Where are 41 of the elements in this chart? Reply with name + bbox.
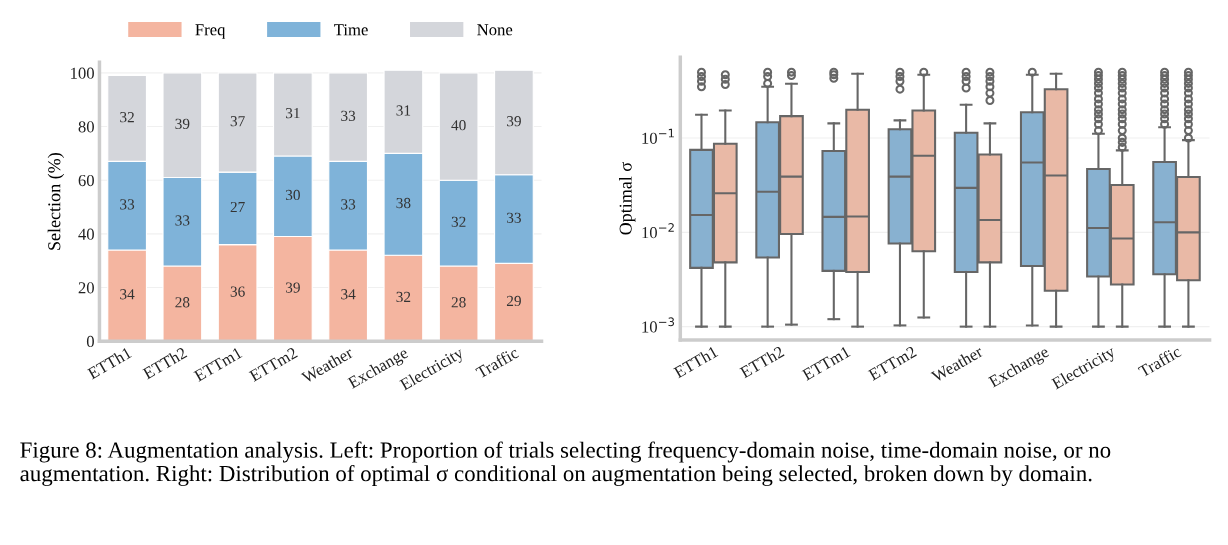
data-label: 27: [230, 201, 245, 213]
data-label: 39: [285, 282, 300, 293]
data-label: 38: [396, 197, 411, 209]
data-label: 32: [120, 112, 134, 123]
data-label: 32: [396, 291, 411, 303]
data-label: 32: [451, 216, 466, 227]
data-label: 33: [175, 215, 190, 226]
caption: Figure 8: Augmentation analysis. Left: Proportion of trials selecting frequency-domain noise, time-domain noise, or no augmentation. Right: Distribution of optimal σ conditional on augmentation being selected, broken down by domain.: [20, 441, 1111, 487]
y-axis-title: Optimal σ: [619, 162, 636, 235]
legend-label: None: [477, 24, 513, 36]
data-label: 34: [120, 289, 135, 300]
data-label: 29: [506, 295, 521, 307]
y-tick-label: 0: [86, 335, 94, 348]
y-tick-label: 10$^{−2}$: [642, 223, 674, 239]
x-tick-label: Traffic: [1137, 345, 1182, 378]
y-tick-label: 80: [78, 121, 94, 133]
data-label: 34: [341, 289, 356, 300]
data-label: 37: [230, 116, 245, 127]
legend-label: Time: [334, 24, 368, 36]
data-label: 39: [507, 116, 521, 127]
y-tick-label: 10$^{−1}$: [642, 128, 674, 144]
y-tick-label: 40: [78, 228, 94, 240]
data-label: 28: [451, 297, 466, 308]
data-label: 33: [120, 199, 135, 210]
y-axis-title: Selection (%): [47, 153, 65, 250]
data-label: 40: [451, 120, 466, 131]
data-label: 36: [230, 286, 245, 297]
y-tick-label: 60: [78, 174, 94, 187]
y-tick-label: 100: [71, 67, 94, 79]
legend-label: Freq: [195, 24, 226, 39]
data-label: 33: [341, 199, 356, 210]
data-label: 39: [175, 118, 190, 130]
data-label: 33: [341, 110, 356, 121]
data-label: 31: [396, 105, 411, 116]
data-label: 30: [285, 189, 300, 201]
x-tick-label: Traffic: [474, 346, 520, 379]
y-tick-label: 20: [78, 282, 94, 294]
data-label: 33: [507, 212, 521, 223]
data-label: 31: [285, 108, 300, 119]
y-tick-label: 10$^{−3}$: [642, 317, 675, 333]
data-label: 28: [175, 297, 190, 308]
